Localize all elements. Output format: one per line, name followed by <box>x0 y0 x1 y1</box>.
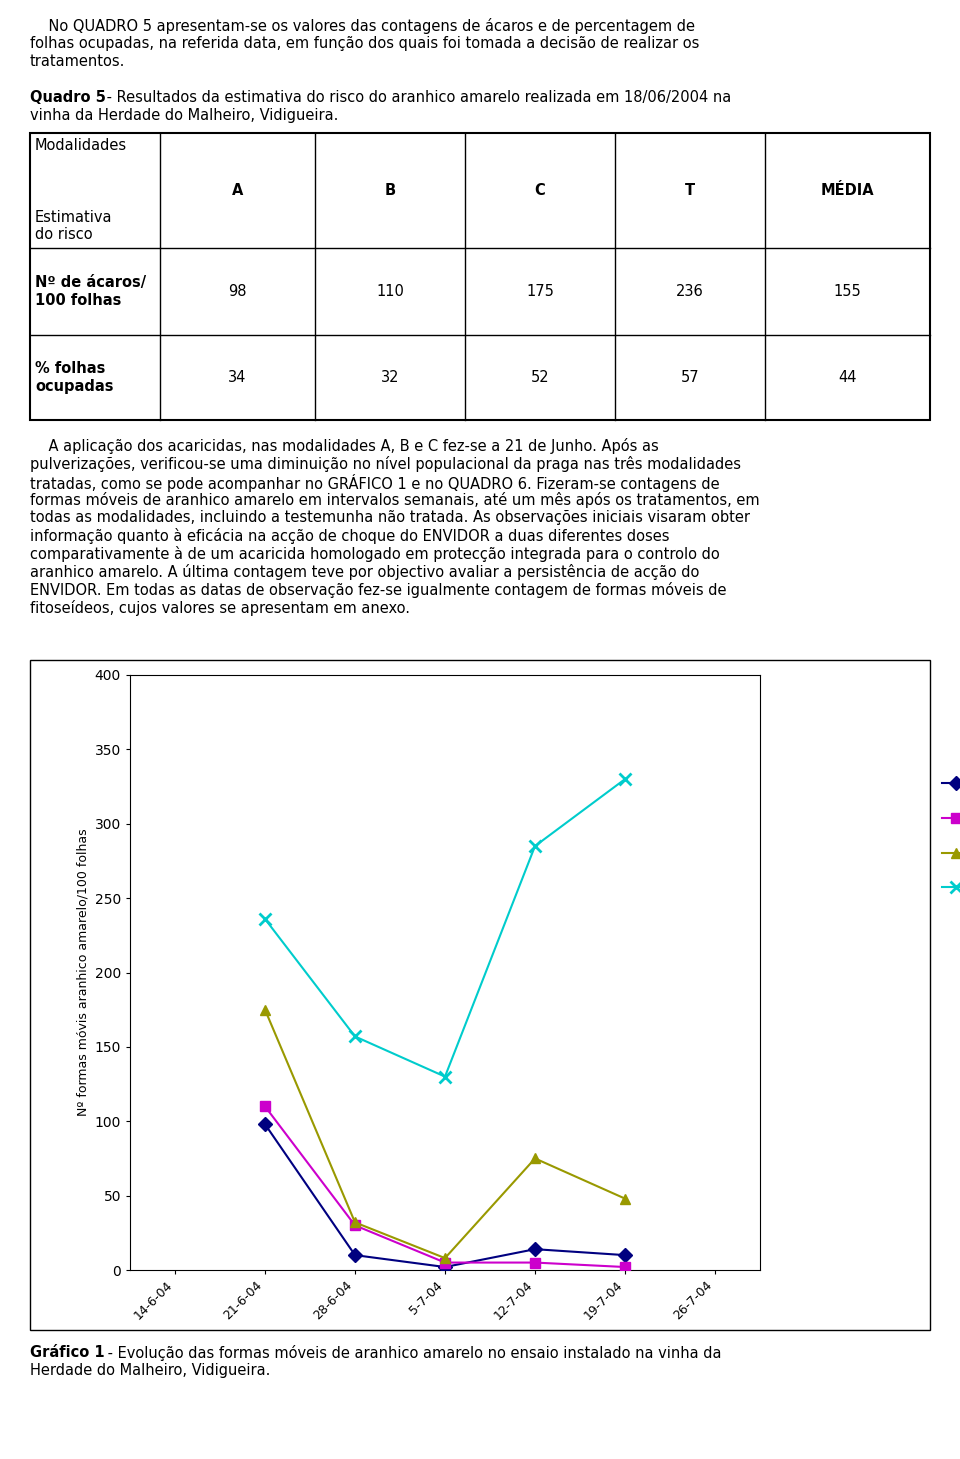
T <box>349 1027 361 1045</box>
Legend: A, B, C, T: A, B, C, T <box>937 772 960 900</box>
Text: A aplicação dos acaricidas, nas modalidades A, B e C fez-se a 21 de Junho. Após : A aplicação dos acaricidas, nas modalida… <box>30 438 659 454</box>
Text: aranhico amarelo. A última contagem teve por objectivo avaliar a persistência de: aranhico amarelo. A última contagem teve… <box>30 565 700 581</box>
B <box>619 1258 631 1275</box>
Text: Herdade do Malheiro, Vidigueira.: Herdade do Malheiro, Vidigueira. <box>30 1363 271 1377</box>
A <box>349 1246 361 1263</box>
A <box>259 1116 271 1134</box>
Line: C: C <box>260 1005 630 1263</box>
T <box>259 910 271 928</box>
Text: Estimativa
do risco: Estimativa do risco <box>35 210 112 242</box>
Text: T: T <box>684 182 695 198</box>
Text: Gráfico 1: Gráfico 1 <box>30 1345 105 1360</box>
Text: fitoseídeos, cujos valores se apresentam em anexo.: fitoseídeos, cujos valores se apresentam… <box>30 600 410 616</box>
A <box>529 1240 540 1258</box>
Text: B: B <box>384 182 396 198</box>
Text: vinha da Herdade do Malheiro, Vidigueira.: vinha da Herdade do Malheiro, Vidigueira… <box>30 108 338 123</box>
C <box>529 1150 540 1167</box>
Text: comparativamente à de um acaricida homologado em protecção integrada para o cont: comparativamente à de um acaricida homol… <box>30 546 720 562</box>
Text: 110: 110 <box>376 285 404 299</box>
Text: 155: 155 <box>833 285 861 299</box>
Line: A: A <box>260 1119 630 1272</box>
Text: A: A <box>231 182 243 198</box>
Text: 236: 236 <box>676 285 704 299</box>
Text: Modalidades: Modalidades <box>35 139 127 153</box>
Text: 175: 175 <box>526 285 554 299</box>
Text: 57: 57 <box>681 371 699 385</box>
Line: T: T <box>259 773 632 1083</box>
B <box>349 1217 361 1234</box>
T <box>619 770 631 788</box>
C <box>349 1214 361 1231</box>
A <box>619 1246 631 1263</box>
Text: C: C <box>535 182 545 198</box>
B <box>529 1253 540 1271</box>
Text: tratadas, como se pode acompanhar no GRÁFICO 1 e no QUADRO 6. Fizeram-se contage: tratadas, como se pode acompanhar no GRÁ… <box>30 474 720 492</box>
Text: Nº de ácaros/
100 folhas: Nº de ácaros/ 100 folhas <box>35 276 146 308</box>
Text: 34: 34 <box>228 371 247 385</box>
Text: - Resultados da estimativa do risco do aranhico amarelo realizada em 18/06/2004 : - Resultados da estimativa do risco do a… <box>102 90 732 105</box>
Text: formas móveis de aranhico amarelo em intervalos semanais, até um mês após os tra: formas móveis de aranhico amarelo em int… <box>30 492 759 508</box>
T <box>529 837 540 855</box>
C <box>619 1191 631 1208</box>
Text: pulverizações, verificou-se uma diminuição no nível populacional da praga nas tr: pulverizações, verificou-se uma diminuiç… <box>30 457 741 473</box>
T <box>440 1068 451 1085</box>
Text: Quadro 5: Quadro 5 <box>30 90 106 105</box>
Text: 52: 52 <box>531 371 549 385</box>
Text: % folhas
ocupadas: % folhas ocupadas <box>35 362 113 394</box>
Text: informação quanto à eficácia na acção de choque do ENVIDOR a duas diferentes dos: informação quanto à eficácia na acção de… <box>30 528 669 544</box>
Text: 32: 32 <box>381 371 399 385</box>
B <box>440 1253 451 1271</box>
Line: B: B <box>260 1102 630 1272</box>
A <box>440 1258 451 1275</box>
Y-axis label: Nº formas móvis aranhico amarelo/100 folhas: Nº formas móvis aranhico amarelo/100 fol… <box>76 829 89 1116</box>
B <box>259 1097 271 1115</box>
Text: 44: 44 <box>838 371 856 385</box>
Text: todas as modalidades, incluindo a testemunha não tratada. As observações iniciai: todas as modalidades, incluindo a testem… <box>30 511 750 525</box>
Text: MÉDIA: MÉDIA <box>821 182 875 198</box>
C <box>440 1249 451 1266</box>
C <box>259 1001 271 1018</box>
Text: - Evolução das formas móveis de aranhico amarelo no ensaio instalado na vinha da: - Evolução das formas móveis de aranhico… <box>103 1345 722 1361</box>
Text: tratamentos.: tratamentos. <box>30 54 126 69</box>
Text: 98: 98 <box>228 285 247 299</box>
Text: No QUADRO 5 apresentam-se os valores das contagens de ácaros e de percentagem de: No QUADRO 5 apresentam-se os valores das… <box>30 18 695 34</box>
Text: folhas ocupadas, na referida data, em função dos quais foi tomada a decisão de r: folhas ocupadas, na referida data, em fu… <box>30 36 700 51</box>
Text: ENVIDOR. Em todas as datas de observação fez-se igualmente contagem de formas mó: ENVIDOR. Em todas as datas de observação… <box>30 582 727 598</box>
